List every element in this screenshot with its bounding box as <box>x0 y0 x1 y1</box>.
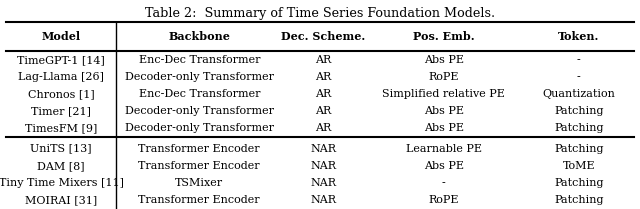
Text: Patching: Patching <box>554 123 604 133</box>
Text: MOIRAI [31]: MOIRAI [31] <box>25 195 97 205</box>
Text: Model: Model <box>42 31 81 42</box>
Text: Patching: Patching <box>554 178 604 188</box>
Text: NAR: NAR <box>310 144 336 154</box>
Text: Enc-Dec Transformer: Enc-Dec Transformer <box>138 55 260 65</box>
Text: TimeGPT-1 [14]: TimeGPT-1 [14] <box>17 55 105 65</box>
Text: AR: AR <box>315 106 332 116</box>
Text: Patching: Patching <box>554 195 604 205</box>
Text: DAM [8]: DAM [8] <box>38 161 85 171</box>
Text: Lag-Llama [26]: Lag-Llama [26] <box>19 72 104 82</box>
Text: Enc-Dec Transformer: Enc-Dec Transformer <box>138 89 260 99</box>
Text: Decoder-only Transformer: Decoder-only Transformer <box>125 72 274 82</box>
Text: Transformer Encoder: Transformer Encoder <box>138 195 260 205</box>
Text: Backbone: Backbone <box>168 31 230 42</box>
Text: TimesFM [9]: TimesFM [9] <box>25 123 97 133</box>
Text: Decoder-only Transformer: Decoder-only Transformer <box>125 106 274 116</box>
Text: -: - <box>442 178 445 188</box>
Text: UniTS [13]: UniTS [13] <box>31 144 92 154</box>
Text: AR: AR <box>315 89 332 99</box>
Text: Table 2:  Summary of Time Series Foundation Models.: Table 2: Summary of Time Series Foundati… <box>145 7 495 20</box>
Text: Timer [21]: Timer [21] <box>31 106 92 116</box>
Text: Token.: Token. <box>558 31 600 42</box>
Text: Quantization: Quantization <box>542 89 615 99</box>
Text: Learnable PE: Learnable PE <box>406 144 482 154</box>
Text: -: - <box>577 72 580 82</box>
Text: Abs PE: Abs PE <box>424 161 464 171</box>
Text: Transformer Encoder: Transformer Encoder <box>138 144 260 154</box>
Text: AR: AR <box>315 72 332 82</box>
Text: Chronos [1]: Chronos [1] <box>28 89 95 99</box>
Text: Transformer Encoder: Transformer Encoder <box>138 161 260 171</box>
Text: AR: AR <box>315 123 332 133</box>
Text: Abs PE: Abs PE <box>424 123 464 133</box>
Text: RoPE: RoPE <box>429 72 459 82</box>
Text: -: - <box>577 55 580 65</box>
Text: Patching: Patching <box>554 144 604 154</box>
Text: ToME: ToME <box>563 161 595 171</box>
Text: Abs PE: Abs PE <box>424 106 464 116</box>
Text: NAR: NAR <box>310 161 336 171</box>
Text: Simplified relative PE: Simplified relative PE <box>383 89 506 99</box>
Text: Pos. Emb.: Pos. Emb. <box>413 31 475 42</box>
Text: Decoder-only Transformer: Decoder-only Transformer <box>125 123 274 133</box>
Text: Dec. Scheme.: Dec. Scheme. <box>281 31 365 42</box>
Text: AR: AR <box>315 55 332 65</box>
Text: Abs PE: Abs PE <box>424 55 464 65</box>
Text: NAR: NAR <box>310 195 336 205</box>
Text: NAR: NAR <box>310 178 336 188</box>
Text: Tiny Time Mixers [11]: Tiny Time Mixers [11] <box>0 178 124 188</box>
Text: TSMixer: TSMixer <box>175 178 223 188</box>
Text: Patching: Patching <box>554 106 604 116</box>
Text: RoPE: RoPE <box>429 195 459 205</box>
